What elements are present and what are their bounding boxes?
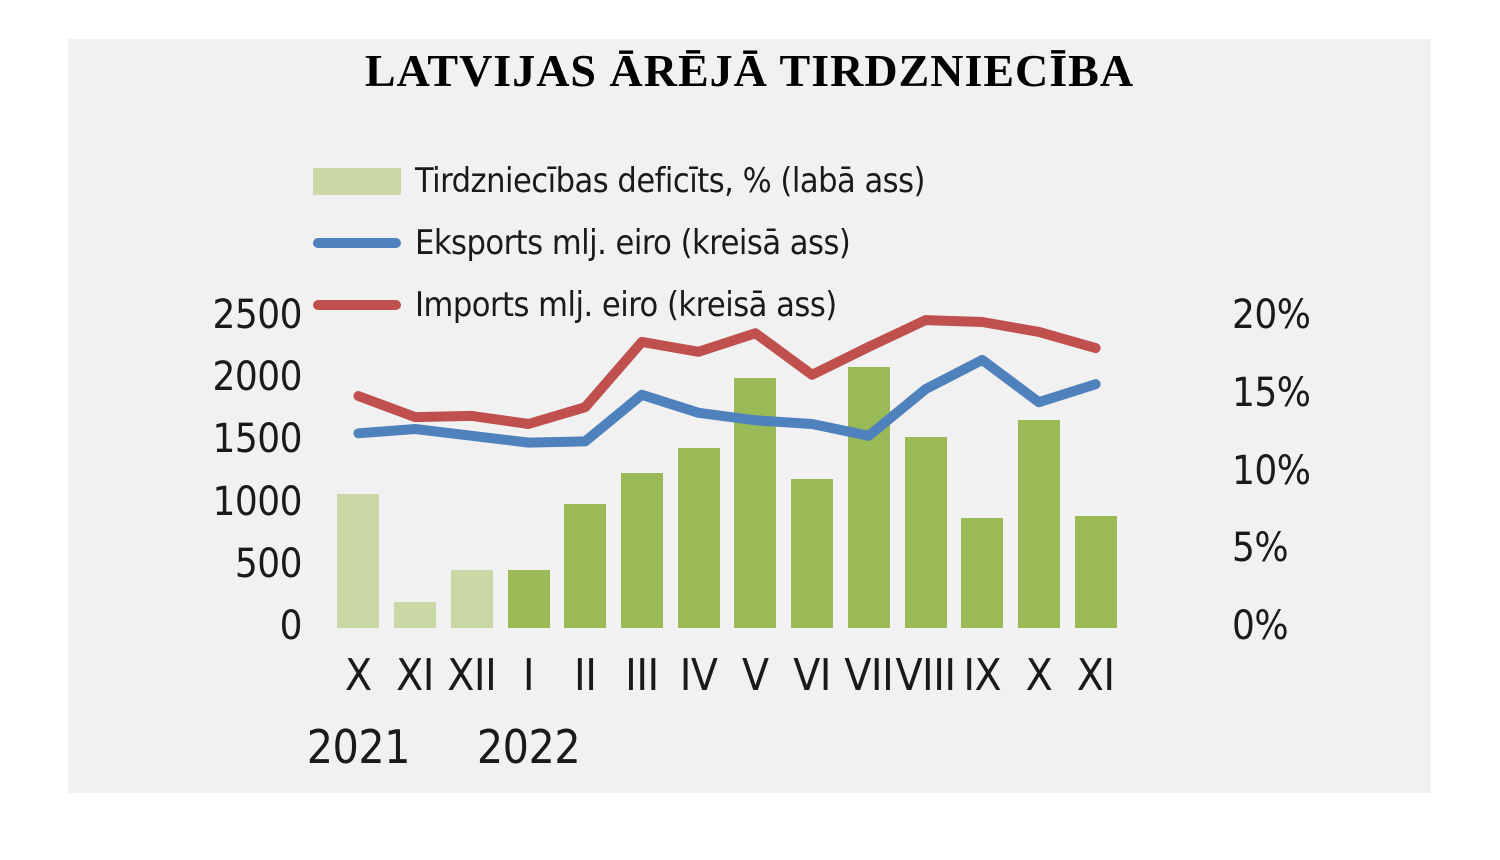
left-axis-tick-label: 500 [234, 540, 303, 587]
deficit-bar [337, 494, 380, 628]
right-axis-tick-label: 5% [1232, 525, 1289, 572]
x-axis-month-label: IX [963, 650, 1002, 701]
left-axis-tick-label: 1500 [212, 416, 302, 463]
legend-item-label: Eksports mlj. eiro (kreisā ass) [415, 223, 851, 263]
deficit-bar [564, 503, 607, 628]
x-axis-month-label: II [574, 650, 597, 701]
deficit-bar [507, 570, 550, 628]
imports-line [353, 315, 1101, 429]
deficit-bar [394, 601, 437, 628]
left-axis-tick-label: 1000 [212, 478, 302, 525]
chart-title: LATVIJAS ĀRĒJĀ TIRDZNIECĪBA [364, 45, 1135, 96]
x-axis-month-label: XII [447, 650, 497, 701]
legend-item-label: Imports mlj. eiro (kreisā ass) [415, 285, 837, 325]
x-axis-year-label: 2022 [476, 720, 581, 774]
deficit-bar [847, 366, 890, 628]
x-axis-month-label: X [1025, 650, 1053, 701]
x-axis-month-label: XI [396, 650, 434, 701]
deficit-bar [961, 517, 1004, 628]
x-axis-year-label: 2021 [306, 720, 411, 774]
legend-item: Tirdzniecības deficīts, % (labā ass) [313, 150, 926, 212]
legend-item-label: Tirdzniecības deficīts, % (labā ass) [415, 161, 926, 201]
x-axis-month-label: I [522, 650, 535, 701]
x-axis-month-label: VII [844, 650, 894, 701]
x-axis-month-label: VI [793, 650, 831, 701]
x-axis-month-label: VIII [895, 650, 956, 701]
legend-item: Imports mlj. eiro (kreisā ass) [313, 274, 925, 336]
left-axis-tick-label: 2500 [212, 292, 302, 339]
left-axis-tick-label: 2000 [212, 354, 302, 401]
legend: Tirdzniecības deficīts, % (labā ass) Eksp… [313, 150, 926, 336]
x-axis-month-label: X [345, 650, 372, 701]
right-axis-tick-label: 0% [1232, 603, 1289, 650]
deficit-bar [1074, 516, 1117, 628]
legend-line-swatch [313, 238, 401, 248]
x-axis-month-label: V [742, 650, 769, 701]
deficit-bar [620, 472, 663, 628]
legend-line-swatch [313, 300, 401, 310]
x-axis-month-label: IV [679, 650, 718, 701]
legend-bar-swatch [313, 167, 401, 195]
plot-area [330, 315, 1124, 628]
exports-line [353, 354, 1101, 448]
right-axis-tick-label: 20% [1232, 292, 1311, 339]
deficit-bar [904, 436, 947, 628]
legend-item: Eksports mlj. eiro (kreisā ass) [313, 212, 925, 274]
right-axis-tick-label: 10% [1232, 447, 1311, 494]
deficit-bar [450, 570, 493, 628]
deficit-bar [677, 447, 720, 628]
deficit-bar [1017, 419, 1060, 628]
right-axis-tick-label: 15% [1232, 369, 1311, 416]
line-series [353, 315, 1101, 448]
left-axis-tick-label: 0 [279, 603, 303, 650]
deficit-bar [791, 478, 834, 628]
x-axis-month-label: XI [1076, 650, 1115, 701]
x-axis-month-label: III [625, 650, 659, 701]
